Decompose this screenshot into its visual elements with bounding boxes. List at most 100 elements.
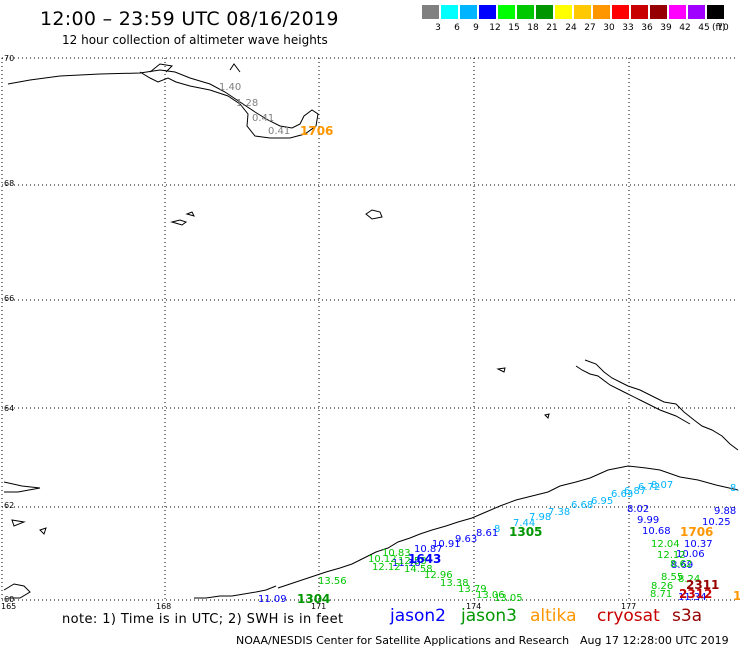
legend-label: 45 [698, 23, 710, 33]
satellite-jason2: jason2 [390, 606, 446, 626]
legend-label: 3 [435, 23, 441, 33]
swh-value: 6.95 [591, 496, 613, 507]
legend-swatch [669, 5, 686, 19]
color-legend: (ft) 3 6 9 12 15 18 21 24 27 30 33 36 39 42 45 70 [422, 4, 740, 38]
legend-swatch [707, 5, 724, 19]
latitude-label: 66 [4, 294, 14, 303]
swh-value: 8.55 [661, 572, 683, 583]
swh-value: 6.68 [571, 500, 593, 511]
legend-label: 12 [489, 23, 501, 33]
pass-time: 1304 [297, 592, 330, 606]
credit-line: NOAA/NESDIS Center for Satellite Applica… [236, 634, 570, 647]
longitude-label: 177 [621, 602, 636, 611]
swh-value: 13.05 [494, 593, 523, 604]
swh-value: 9.99 [637, 515, 659, 526]
legend-label: 70 [717, 23, 729, 33]
swh-value: 13.79 [458, 584, 487, 595]
swh-value: 7.44 [513, 518, 535, 529]
swh-value: 6.63 [611, 489, 633, 500]
legend-swatch [574, 5, 591, 19]
legend-swatch [631, 5, 648, 19]
pass-time: 1643 [408, 552, 441, 566]
swh-value: 8.26 [651, 581, 673, 592]
swh-value: 11.16 [392, 558, 421, 569]
legend-label: 39 [660, 23, 672, 33]
swh-value: 8.02 [627, 504, 649, 515]
longitude-label: 171 [311, 602, 326, 611]
legend-label: 36 [641, 23, 653, 33]
legend-unit: (ft) [712, 23, 726, 33]
legend-swatch [441, 5, 458, 19]
map-subtitle: 12 hour collection of altimeter wave hei… [62, 33, 328, 47]
swh-value: 8.62 [670, 559, 692, 570]
swh-value: 12.58 [398, 556, 427, 567]
swh-value: 8.71 [650, 589, 672, 600]
map-title: 12:00 – 23:59 UTC 08/16/2019 [40, 8, 339, 30]
legend-swatch [479, 5, 496, 19]
swh-value: 10.12 [368, 554, 397, 565]
swh-value: 12.04 [651, 539, 680, 550]
legend-label: 15 [508, 23, 520, 33]
legend-label: 9 [473, 23, 479, 33]
legend-label: 42 [679, 23, 691, 33]
longitude-label: 174 [466, 602, 481, 611]
latitude-label: 68 [4, 179, 14, 188]
latitude-label: 70 [4, 54, 14, 63]
swh-value: 8.69 [671, 560, 693, 571]
legend-swatch [555, 5, 572, 19]
longitude-label: 165 [1, 602, 16, 611]
swh-value: 11.09 [258, 594, 287, 605]
swh-value: 13.38 [440, 578, 469, 589]
coastline [3, 63, 739, 599]
legend-swatch [517, 5, 534, 19]
legend-swatch [536, 5, 553, 19]
satellite-cryosat: cryosat [597, 606, 660, 626]
swh-value: 8 [494, 524, 500, 535]
legend-label: 27 [584, 23, 596, 33]
swh-value: 11.34 [678, 592, 707, 603]
satellite-s3a: s3a [672, 606, 703, 626]
legend-swatch [688, 5, 705, 19]
legend-label: 33 [622, 23, 634, 33]
swh-value: 10.91 [432, 539, 461, 550]
latitude-label: 64 [4, 404, 14, 413]
legend-label: 6 [454, 23, 460, 33]
swh-value: 8.2 [730, 483, 740, 494]
green-observations: 10.1210.8312.1212.5813.5614.5812.9613.38… [318, 539, 700, 604]
swh-value: 0.41 [252, 113, 274, 124]
swh-value: 0.41 [268, 126, 290, 137]
pass-time: 1706 [680, 525, 713, 539]
swh-value: 6.72 [638, 482, 660, 493]
swh-value: 10.68 [642, 526, 671, 537]
footer-note: note: 1) Time is in UTC; 2) SWH is in fe… [62, 612, 344, 627]
swh-value: 14.58 [404, 564, 433, 575]
swh-value: 1.28 [236, 98, 258, 109]
latitude-label: 60 [4, 595, 14, 604]
swh-value: 12.12 [657, 550, 686, 561]
swh-value: 9.88 [714, 506, 736, 517]
pass-time: 1 [733, 589, 740, 603]
map-frame [1, 57, 738, 601]
swh-value: 6.87 [624, 486, 646, 497]
swh-value: 8.61 [476, 528, 498, 539]
legend-label: 24 [565, 23, 577, 33]
latitude-label: 62 [4, 501, 14, 510]
swh-value: 10.87 [414, 544, 443, 555]
longitude-label: 168 [156, 602, 171, 611]
legend-swatch [498, 5, 515, 19]
generated-timestamp: Aug 17 12:28:00 UTC 2019 [580, 634, 729, 647]
legend-swatch [593, 5, 610, 19]
satellite-jason3: jason3 [461, 606, 517, 626]
cyan-observations: 7.386.686.956.636.876.728.07 7.447.98 8 8.2 [494, 480, 740, 535]
legend-swatch [422, 5, 439, 19]
swh-value: 7.98 [529, 512, 551, 523]
legend-label: 18 [527, 23, 539, 33]
swh-value: 8.24 [678, 574, 700, 585]
swh-value: 10.83 [382, 548, 411, 559]
swh-value: 13.56 [318, 576, 347, 587]
gray-observations: 1.40 1.28 0.41 0.41 [219, 82, 290, 137]
swh-value: 9.63 [455, 534, 477, 545]
